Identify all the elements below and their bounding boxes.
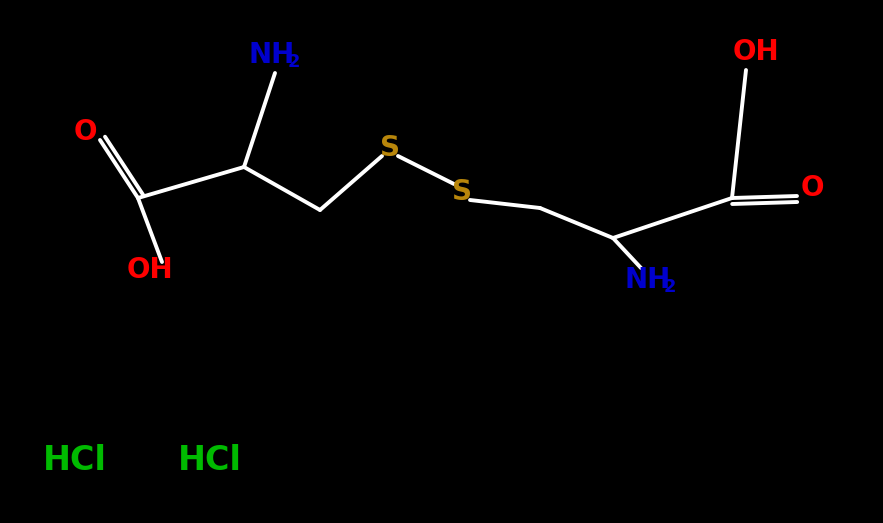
Text: 2: 2	[288, 53, 300, 71]
Text: S: S	[380, 134, 400, 162]
Text: O: O	[800, 174, 824, 202]
Text: OH: OH	[126, 256, 173, 284]
Text: 2: 2	[664, 278, 676, 296]
Text: HCl: HCl	[178, 444, 242, 476]
Text: O: O	[73, 118, 97, 146]
Text: S: S	[452, 178, 472, 206]
Text: HCl: HCl	[43, 444, 107, 476]
Text: NH: NH	[249, 41, 295, 69]
Text: NH: NH	[625, 266, 671, 294]
Text: OH: OH	[733, 38, 780, 66]
